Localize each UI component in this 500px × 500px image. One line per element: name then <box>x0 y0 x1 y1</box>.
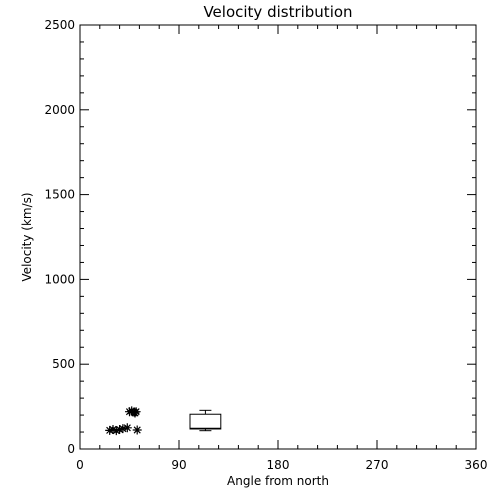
y-tick-label: 1500 <box>44 188 75 202</box>
chart-title: Velocity distribution <box>203 3 352 21</box>
data-point <box>132 425 142 435</box>
data-point <box>127 406 137 416</box>
y-tick-label: 2000 <box>44 103 75 117</box>
x-tick-label: 270 <box>366 458 389 472</box>
data-point <box>118 424 128 434</box>
box-plot <box>189 409 222 432</box>
x-tick-label: 180 <box>267 458 290 472</box>
y-tick-label: 0 <box>67 442 75 456</box>
y-tick-label: 1000 <box>44 272 75 286</box>
y-tick-label: 500 <box>52 357 75 371</box>
box-rect <box>189 413 222 430</box>
data-point <box>111 426 121 436</box>
data-point <box>115 424 125 434</box>
y-axis-ticks: 0 500 1000 1500 2000 2500 <box>44 18 476 456</box>
x-tick-label: 90 <box>171 458 186 472</box>
x-tick-label: 360 <box>465 458 488 472</box>
x-axis-ticks: 0 90 180 270 360 <box>76 25 487 472</box>
scatter-points <box>105 406 142 436</box>
data-point <box>131 407 141 417</box>
y-axis-label: Velocity (km/s) <box>20 192 34 281</box>
x-tick-label: 0 <box>76 458 84 472</box>
data-point <box>105 425 115 435</box>
x-axis-label: Angle from north <box>227 474 329 488</box>
data-point <box>122 423 132 433</box>
plot-frame <box>79 24 477 450</box>
y-tick-label: 2500 <box>44 18 75 32</box>
data-point <box>108 424 118 434</box>
